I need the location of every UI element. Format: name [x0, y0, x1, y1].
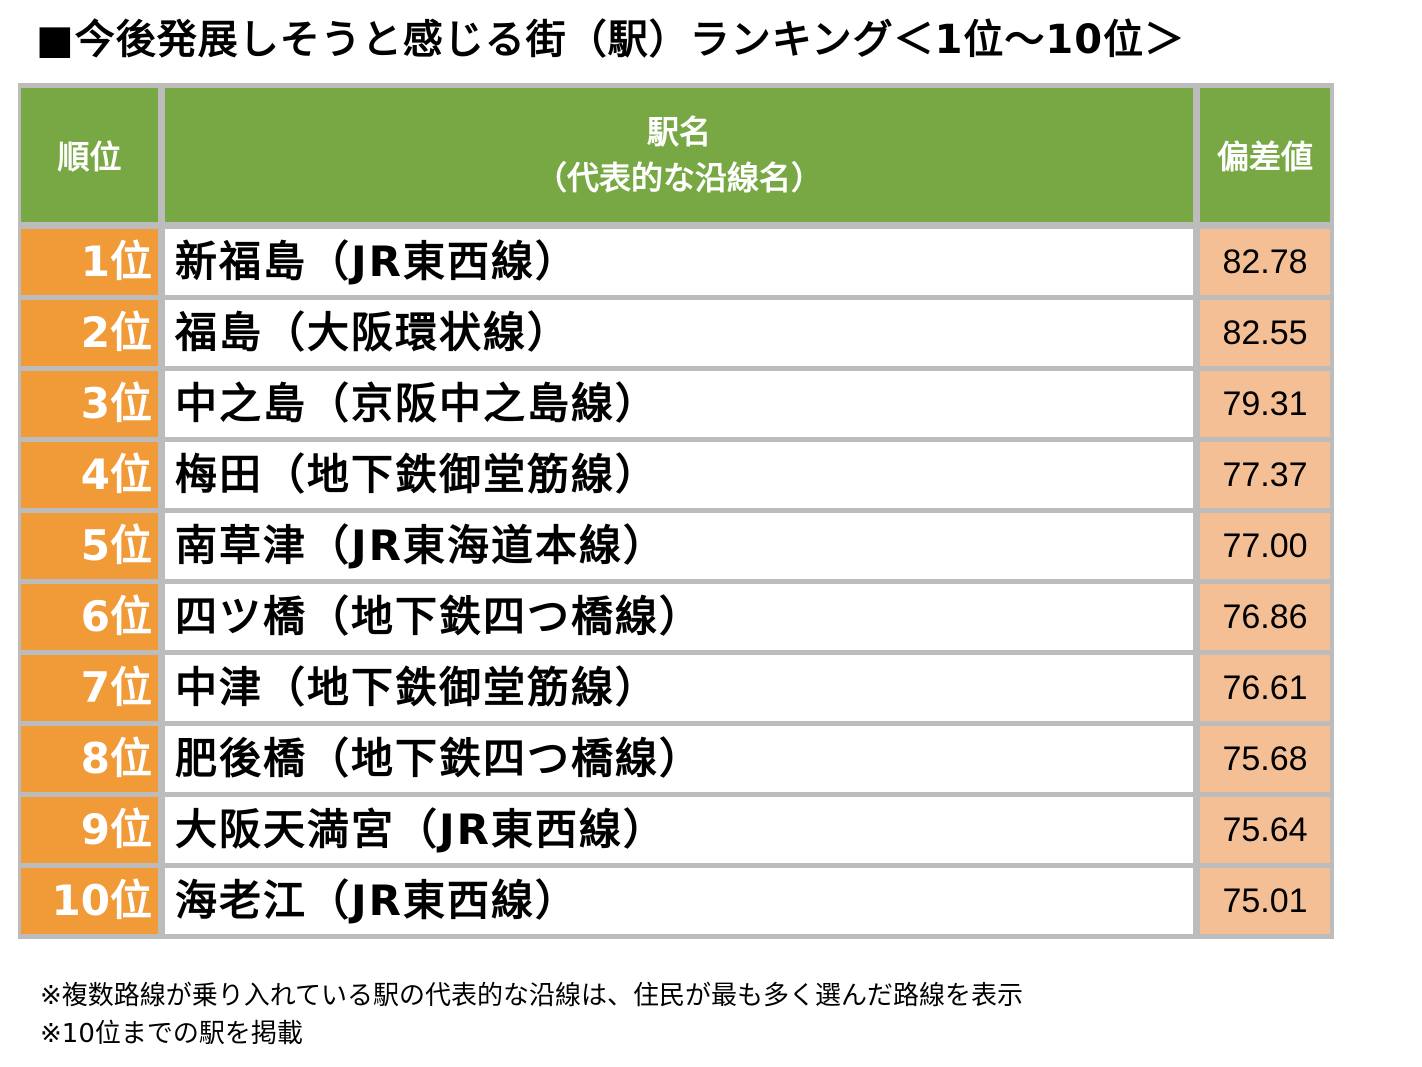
table-row: 2位 福島（大阪環状線） 82.55	[18, 300, 1334, 366]
score-cell: 75.68	[1200, 726, 1330, 792]
ranking-table: 順位 駅名 （代表的な沿線名） 偏差値 1位 新福島（JR東西線） 82.78 …	[18, 83, 1334, 939]
header-rank: 順位	[21, 88, 158, 222]
rank-cell: 5位	[21, 513, 158, 579]
footnote: ※10位までの駅を掲載	[40, 1019, 303, 1049]
header-station-name: 駅名 （代表的な沿線名）	[165, 88, 1193, 222]
station-name-cell: 南草津（JR東海道本線）	[165, 513, 1193, 579]
table-row: 6位 四ツ橋（地下鉄四つ橋線） 76.86	[18, 584, 1334, 650]
table-row: 1位 新福島（JR東西線） 82.78	[18, 229, 1334, 295]
rank-cell: 8位	[21, 726, 158, 792]
footnote: ※複数路線が乗り入れている駅の代表的な沿線は、住民が最も多く選んだ路線を表示	[40, 981, 1024, 1011]
score-cell: 76.61	[1200, 655, 1330, 721]
table-row: 8位 肥後橋（地下鉄四つ橋線） 75.68	[18, 726, 1334, 792]
header-score: 偏差値	[1200, 88, 1330, 222]
rank-cell: 10位	[21, 868, 158, 934]
score-cell: 79.31	[1200, 371, 1330, 437]
station-name-cell: 新福島（JR東西線）	[165, 229, 1193, 295]
score-cell: 82.55	[1200, 300, 1330, 366]
rank-cell: 4位	[21, 442, 158, 508]
station-name-cell: 梅田（地下鉄御堂筋線）	[165, 442, 1193, 508]
score-cell: 76.86	[1200, 584, 1330, 650]
rank-cell: 7位	[21, 655, 158, 721]
table-row: 5位 南草津（JR東海道本線） 77.00	[18, 513, 1334, 579]
table-row: 4位 梅田（地下鉄御堂筋線） 77.37	[18, 442, 1334, 508]
table-row: 10位 海老江（JR東西線） 75.01	[18, 868, 1334, 934]
station-name-cell: 中津（地下鉄御堂筋線）	[165, 655, 1193, 721]
score-cell: 75.64	[1200, 797, 1330, 863]
rank-cell: 9位	[21, 797, 158, 863]
table-row: 7位 中津（地下鉄御堂筋線） 76.61	[18, 655, 1334, 721]
station-name-cell: 福島（大阪環状線）	[165, 300, 1193, 366]
station-name-cell: 海老江（JR東西線）	[165, 868, 1193, 934]
page-title: ■今後発展しそうと感じる街（駅）ランキング＜1位～10位＞	[36, 17, 1186, 63]
score-cell: 77.00	[1200, 513, 1330, 579]
station-name-cell: 中之島（京阪中之島線）	[165, 371, 1193, 437]
score-cell: 82.78	[1200, 229, 1330, 295]
header-name-line1: 駅名	[646, 113, 711, 151]
header-name-line2: （代表的な沿線名）	[534, 159, 823, 197]
station-name-cell: 肥後橋（地下鉄四つ橋線）	[165, 726, 1193, 792]
rank-cell: 3位	[21, 371, 158, 437]
score-cell: 75.01	[1200, 868, 1330, 934]
rank-cell: 6位	[21, 584, 158, 650]
table-row: 3位 中之島（京阪中之島線） 79.31	[18, 371, 1334, 437]
station-name-cell: 大阪天満宮（JR東西線）	[165, 797, 1193, 863]
station-name-cell: 四ツ橋（地下鉄四つ橋線）	[165, 584, 1193, 650]
rank-cell: 2位	[21, 300, 158, 366]
header-rank-label: 順位	[57, 138, 122, 176]
rank-cell: 1位	[21, 229, 158, 295]
table-row: 9位 大阪天満宮（JR東西線） 75.64	[18, 797, 1334, 863]
header-score-label: 偏差値	[1216, 138, 1313, 176]
score-cell: 77.37	[1200, 442, 1330, 508]
